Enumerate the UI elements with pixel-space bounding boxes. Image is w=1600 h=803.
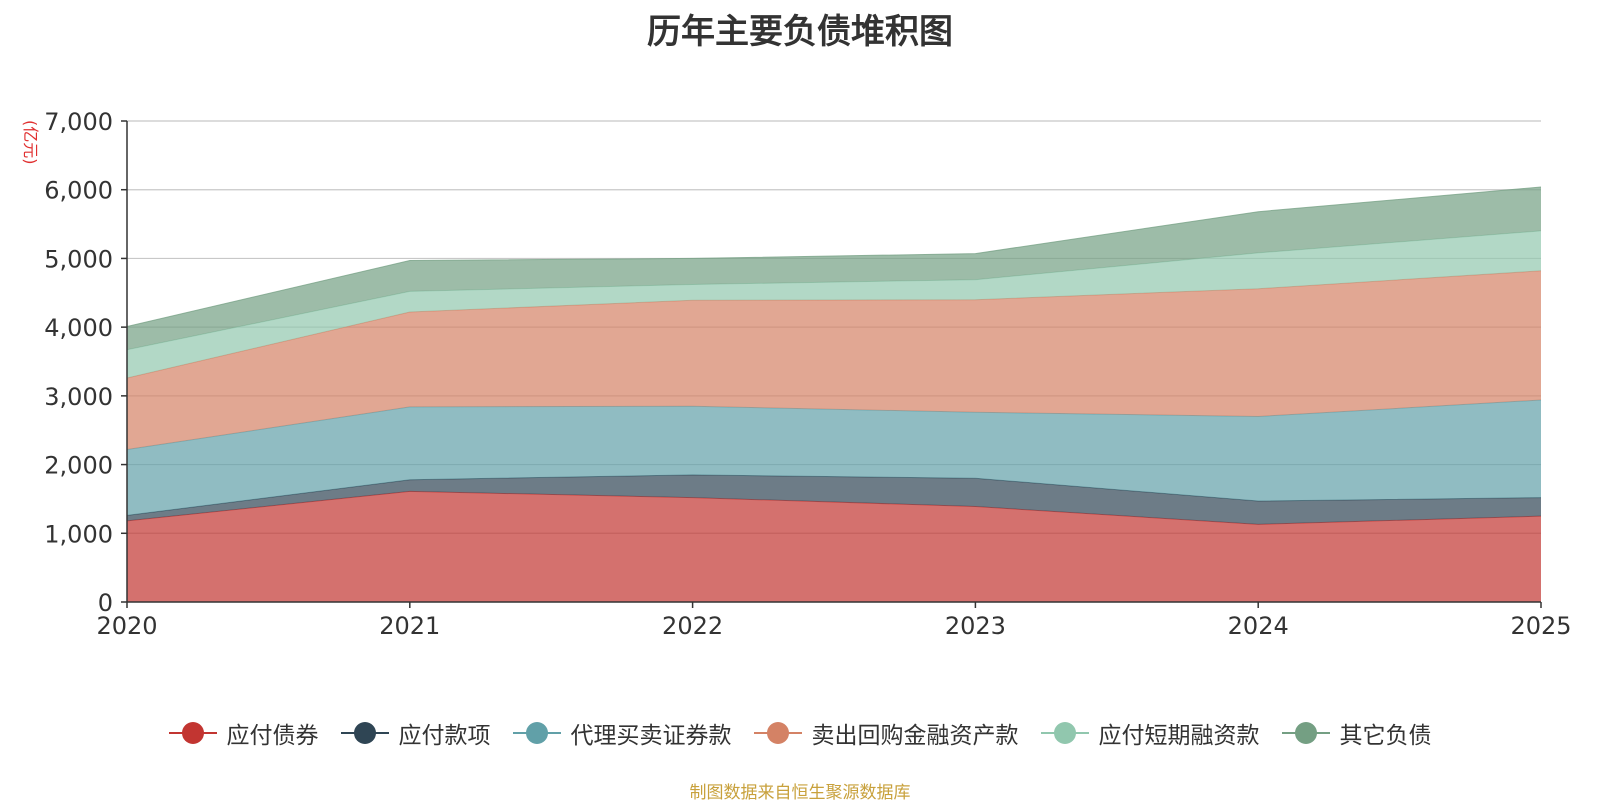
legend-marker-icon [1040, 722, 1089, 744]
y-tick-label: 2,000 [44, 452, 113, 480]
legend-label: 应付短期融资款 [1098, 723, 1260, 749]
area-series-5 [127, 230, 1541, 378]
legend-item-1[interactable]: 应付债券 [168, 716, 319, 750]
legend-marker-icon [340, 722, 389, 744]
legend-marker-icon [168, 722, 217, 744]
legend-label: 卖出回购金融资产款 [811, 723, 1019, 749]
x-tick-label: 2022 [662, 612, 723, 640]
legend-marker-icon [512, 722, 561, 744]
legend-item-2[interactable]: 应付款项 [340, 716, 491, 750]
area-series-6 [127, 187, 1541, 350]
x-tick-label: 2024 [1228, 612, 1289, 640]
source-note: 制图数据来自恒生聚源数据库 [689, 783, 911, 803]
area-series-3 [127, 400, 1541, 516]
legend-item-4[interactable]: 卖出回购金融资产款 [753, 716, 1019, 750]
y-tick-label: 4,000 [44, 314, 113, 342]
legend-item-3[interactable]: 代理买卖证券款 [512, 716, 732, 750]
area-series-4 [127, 270, 1541, 450]
x-tick-label: 2020 [96, 612, 157, 640]
y-tick-label: 6,000 [44, 177, 113, 205]
y-tick-label: 3,000 [44, 383, 113, 411]
legend-label: 应付款项 [398, 723, 491, 749]
legend-item-6[interactable]: 其它负债 [1281, 716, 1432, 750]
axes: 0 1,000 2,000 3,000 4,000 5,000 6,000 7,000 2020… [44, 108, 1571, 640]
legend-label: 其它负债 [1339, 723, 1432, 749]
x-tick-label: 2025 [1510, 612, 1571, 640]
legend-marker-icon [1281, 722, 1330, 744]
stacked-areas [126, 186, 1542, 602]
legend-label: 应付债券 [226, 723, 319, 749]
x-tick-label: 2023 [945, 612, 1006, 640]
y-tick-label: 0 [98, 589, 113, 617]
chart-title: 历年主要负债堆积图 [647, 12, 953, 52]
area-series-6-edge [126, 186, 1542, 327]
x-tick-label: 2021 [379, 612, 440, 640]
y-tick-label: 7,000 [44, 108, 113, 136]
legend-item-5[interactable]: 应付短期融资款 [1040, 716, 1260, 750]
area-series-1 [127, 491, 1541, 602]
y-axis-unit-label: (亿元) [21, 120, 40, 165]
legend: 应付债券 应付款项 代理买卖证券款 卖出回购金融资产款 应付短期融资款 其它负债 [0, 716, 1600, 750]
area-series-2 [127, 474, 1541, 525]
y-tick-label: 5,000 [44, 245, 113, 273]
y-tick-label: 1,000 [44, 520, 113, 548]
legend-marker-icon [753, 722, 802, 744]
legend-label: 代理买卖证券款 [570, 723, 732, 749]
